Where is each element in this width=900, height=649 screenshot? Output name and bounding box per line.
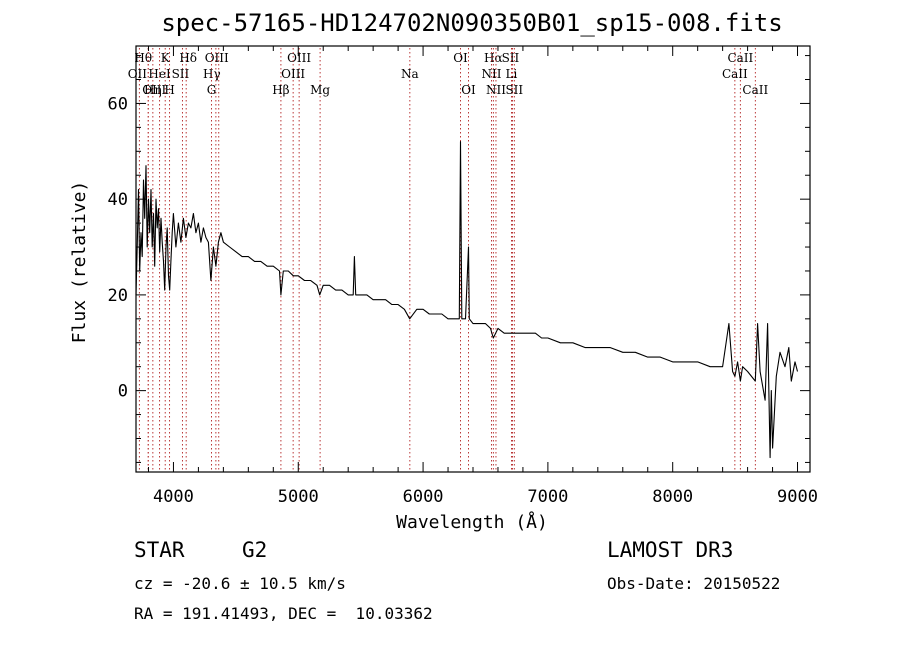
cz-readout: cz = -20.6 ± 10.5 km/s [134, 574, 346, 593]
spectral-line-label: Hβ [272, 83, 289, 97]
spectral-line-label: G [207, 83, 217, 97]
subclass-label: G2 [242, 538, 268, 562]
spectral-line-label: OIII [205, 51, 229, 65]
spectral-line-label: SII [502, 51, 520, 65]
x-tick-label: 8000 [652, 487, 693, 507]
spectral-line-label: CaII [722, 67, 748, 81]
class-label: STAR [134, 538, 185, 562]
spectral-line-label: Hα [484, 51, 503, 65]
spectral-line-label: OI [461, 83, 476, 97]
spectral-line-label: K [161, 51, 171, 65]
survey-label: LAMOST DR3 [607, 538, 734, 562]
spectral-line-label: Li [506, 67, 518, 81]
spectral-line-label: SII [172, 67, 190, 81]
spectral-line-label: Hθ [134, 51, 152, 65]
spectral-line-label: Mg [310, 83, 330, 97]
x-tick-label: 9000 [777, 487, 818, 507]
spectral-line-label: SII [505, 83, 523, 97]
spectral-line-label: Na [401, 67, 419, 81]
spectral-lines-layer: OII Hθ OIII K HeI Hη SII H Hδ OIII Hγ G OIII OIII Hβ Mg… [128, 48, 768, 472]
spectral-line-label: H [164, 83, 174, 97]
x-tick-label: 6000 [403, 487, 444, 507]
obs-date: Obs-Date: 20150522 [607, 574, 781, 593]
y-tick-label: 20 [108, 286, 128, 306]
y-axis-label: Flux (relative) [69, 181, 90, 344]
coordinates: RA = 191.41493, DEC = 10.03362 [134, 604, 433, 623]
spectral-line-label: Hδ [179, 51, 197, 65]
x-tick-label: 4000 [153, 487, 194, 507]
x-tick-label: 7000 [527, 487, 568, 507]
spectral-line-label: Hη [144, 83, 162, 97]
spectral-line-label: OIII [287, 51, 311, 65]
y-tick-label: 60 [108, 94, 128, 114]
spectrum-chart: spec-57165-HD124702N090350B01_sp15-008.f… [69, 9, 818, 533]
x-axis-label: Wavelength (Å) [396, 511, 548, 533]
spectral-line-label: NII [486, 83, 506, 97]
spectral-line-label: OII [128, 67, 148, 81]
y-tick-label: 40 [108, 190, 128, 210]
spectral-line-label: CaII [742, 83, 768, 97]
spectrum-series-line [135, 141, 799, 459]
spectral-line-label: CaII [727, 51, 753, 65]
series-layer [135, 141, 799, 459]
spectral-line-label: Hγ [203, 67, 221, 81]
plot-frame [135, 45, 811, 473]
spectral-line-label: HeI [148, 67, 171, 81]
axes-layer: 4000 5000 6000 7000 8000 9000 0 20 40 60 [108, 45, 818, 507]
chart-title: spec-57165-HD124702N090350B01_sp15-008.f… [161, 9, 782, 37]
spectral-line-label: OIII [142, 83, 166, 97]
y-tick-label: 0 [118, 382, 128, 402]
spectral-line-label: OIII [281, 67, 305, 81]
spectral-line-label: OI [453, 51, 468, 65]
x-tick-label: 5000 [278, 487, 319, 507]
spectral-line-label: NII [481, 67, 501, 81]
